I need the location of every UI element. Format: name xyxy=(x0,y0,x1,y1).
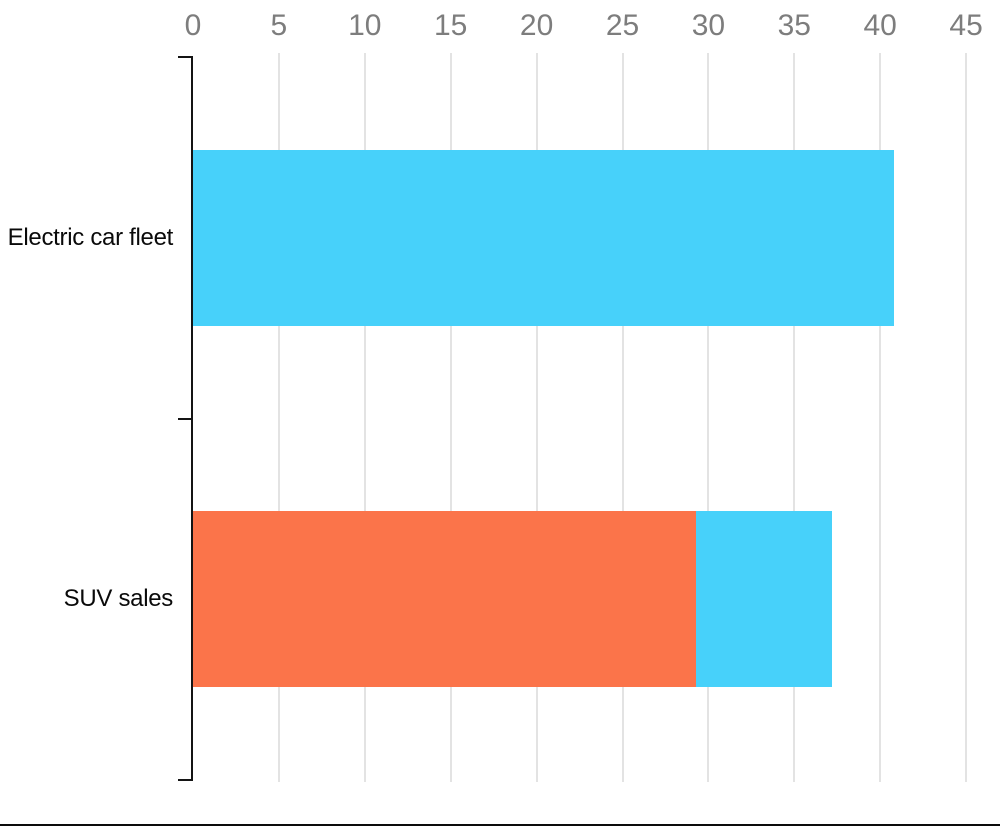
gridline xyxy=(535,53,538,782)
gridline xyxy=(879,53,882,782)
gridline xyxy=(363,53,366,782)
x-axis-tick-label: 35 xyxy=(777,9,811,42)
category-axis-tick xyxy=(178,417,193,420)
x-axis-tick-label: 25 xyxy=(605,9,640,42)
category-label: SUV sales xyxy=(63,585,174,613)
gridline xyxy=(965,53,968,782)
x-axis-tick-label: 45 xyxy=(949,9,983,42)
category-axis-tick xyxy=(178,56,193,58)
gridline xyxy=(793,53,796,782)
x-axis-tick-label: 5 xyxy=(270,9,288,42)
x-axis-tick-label: 40 xyxy=(863,9,897,42)
gridline xyxy=(707,53,710,782)
x-axis-tick-label: 0 xyxy=(184,9,202,42)
x-axis-tick-label: 15 xyxy=(434,9,468,42)
gridline xyxy=(449,53,452,782)
bar-segment-suv-sales xyxy=(193,511,697,688)
category-label: Electric car fleet xyxy=(7,223,174,251)
bar-segment-electric-cars xyxy=(193,149,894,326)
x-axis-tick-label: 10 xyxy=(348,9,382,42)
x-axis-tick-label: 20 xyxy=(519,9,554,42)
page-divider xyxy=(0,824,1000,826)
gridline xyxy=(621,53,624,782)
gridline xyxy=(277,53,280,782)
bar-segment-electric-cars xyxy=(696,511,833,688)
category-axis-tick xyxy=(178,779,193,781)
x-axis-tick-label: 30 xyxy=(691,9,726,42)
